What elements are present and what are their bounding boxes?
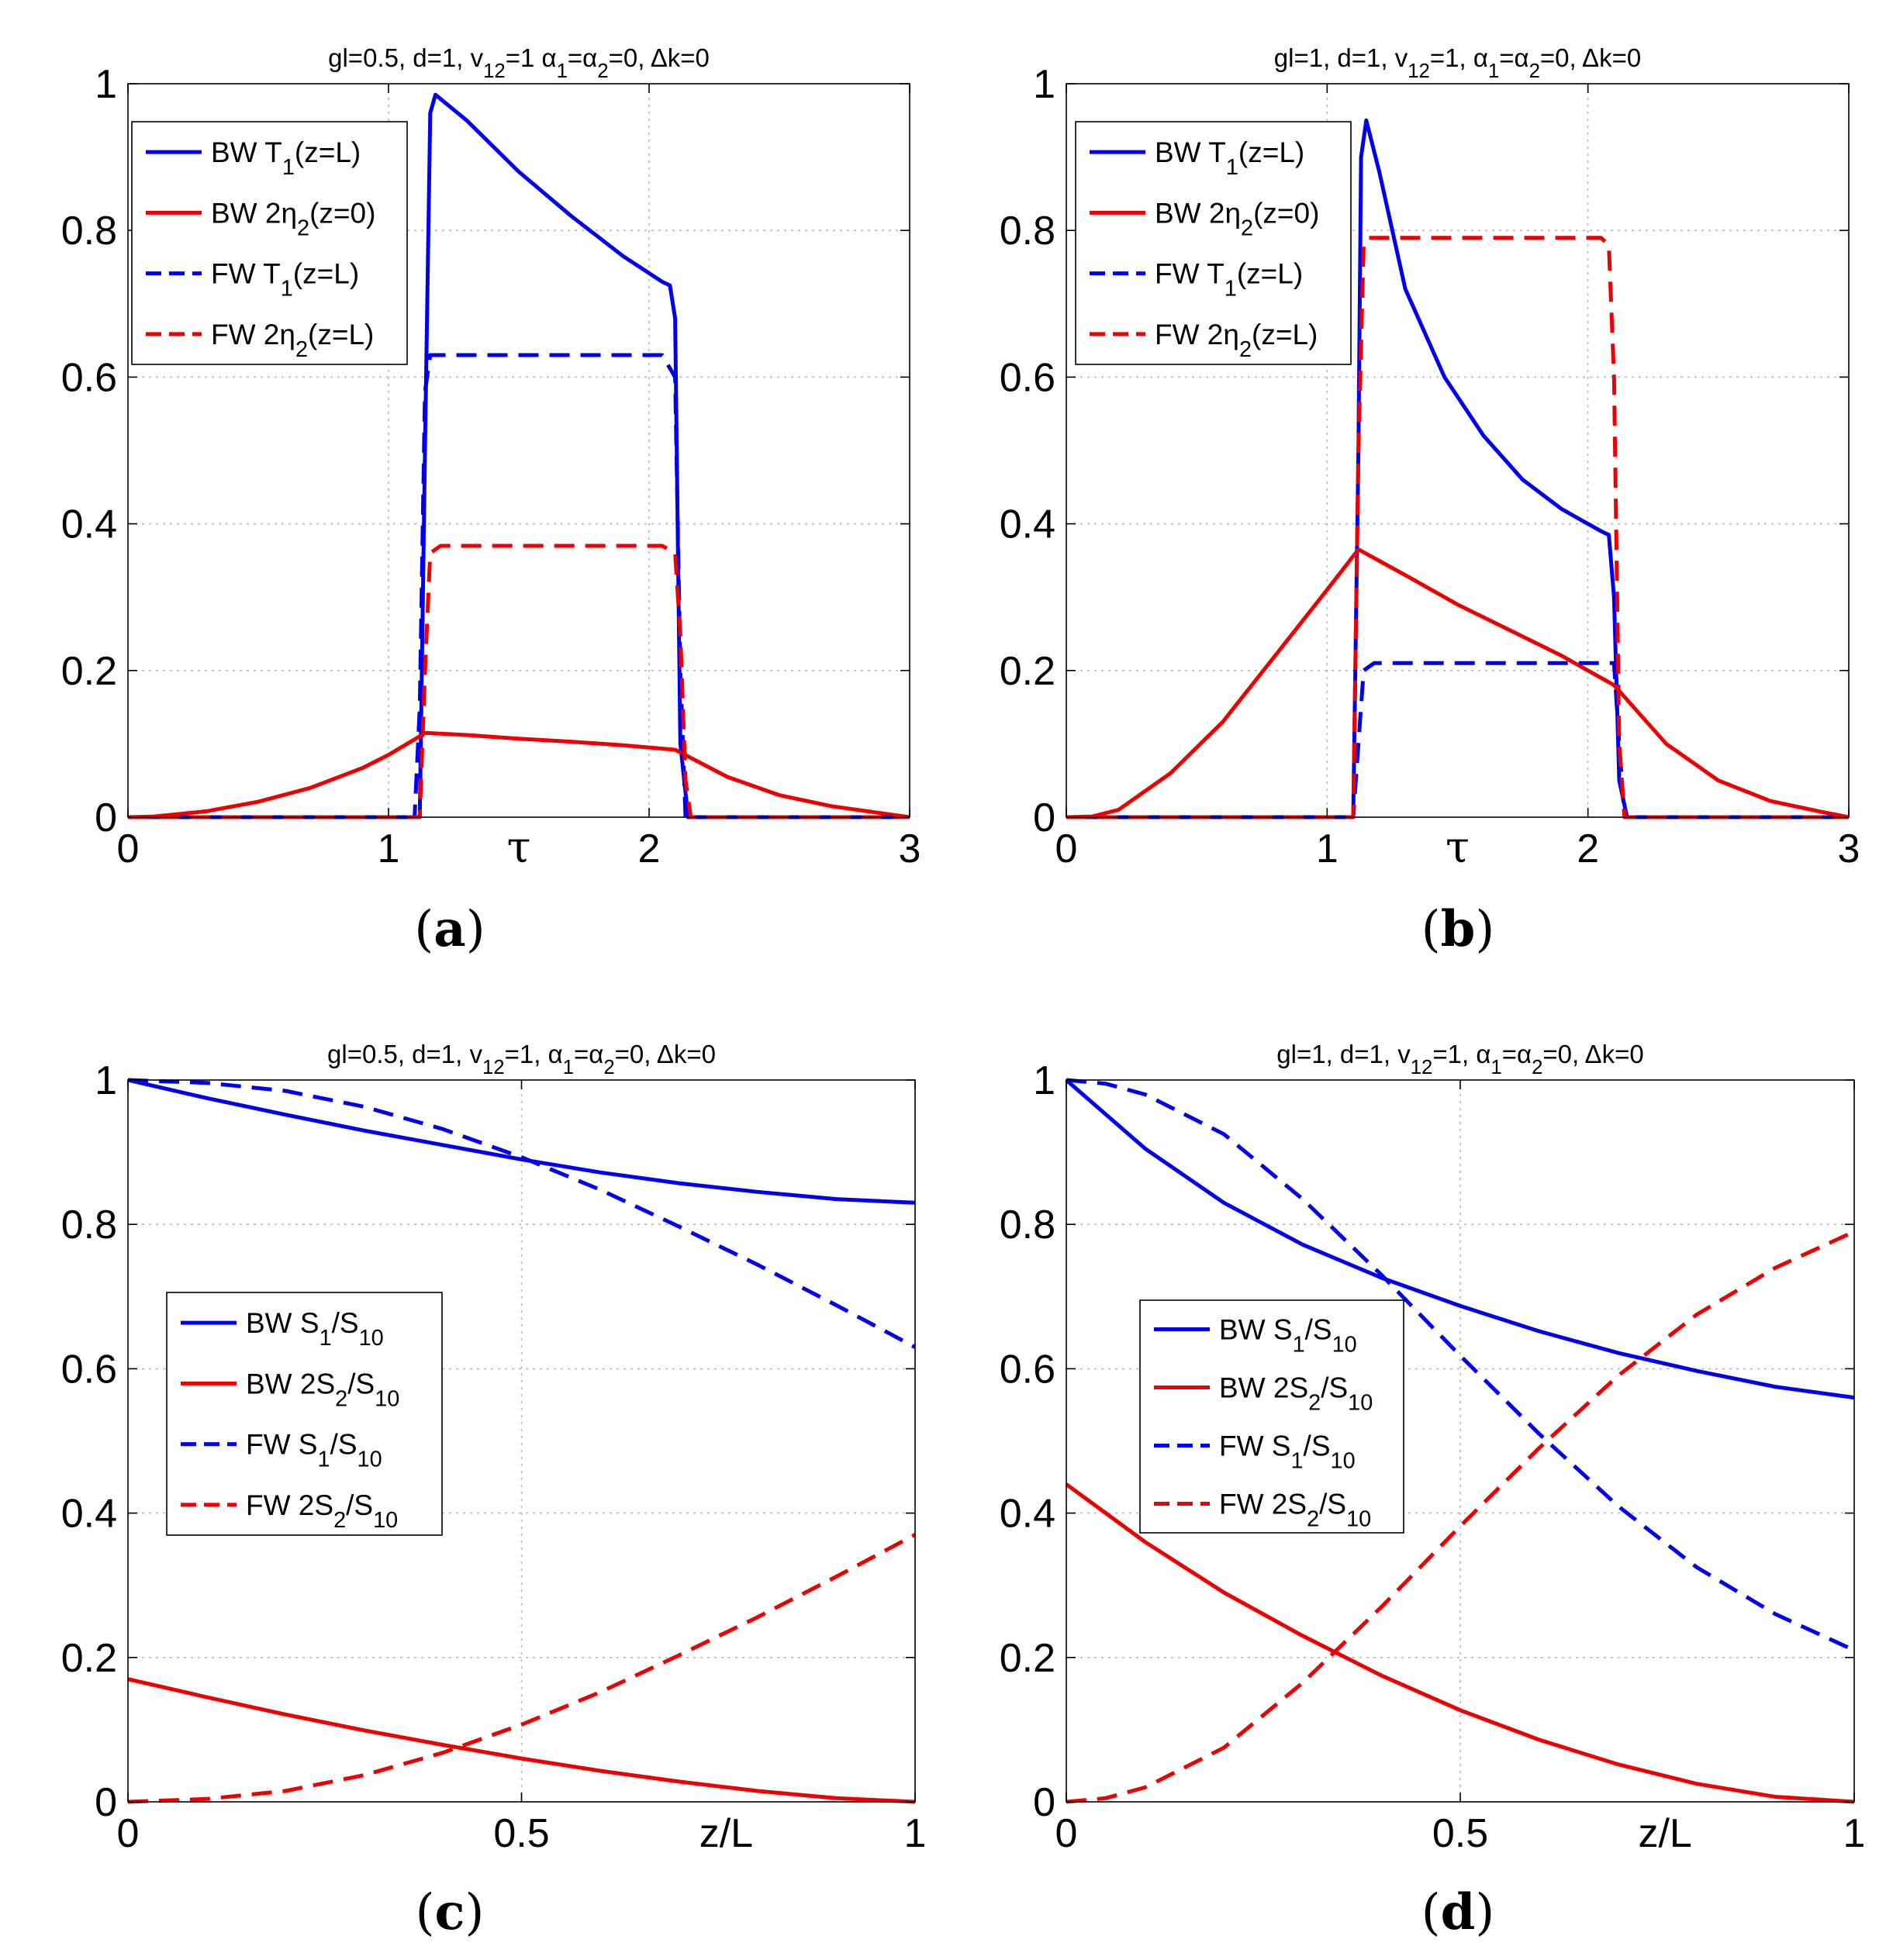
y-tick-label: 0.2 (61, 649, 117, 694)
series-line-1 (1065, 1078, 1855, 1400)
series-line-4 (127, 1533, 917, 1804)
y-tick-label: 0.4 (61, 502, 117, 547)
x-tick-label: 1 (1316, 826, 1339, 871)
y-tick-label: 0.6 (61, 1347, 117, 1392)
x-axis-label: τ (507, 823, 531, 873)
series-line-2 (1065, 1482, 1855, 1804)
x-tick-label: 1 (1843, 1811, 1866, 1856)
legend-box (166, 1292, 443, 1536)
panel-label: (c) (416, 1883, 485, 1941)
panel-b: gl=1, d=1, v12=1, α1=α2=0, Δk=0 0 1 2 3 0 0.2 0… (1000, 43, 1860, 958)
legend-entry: FW S1/S10 (1219, 1430, 1356, 1474)
legend-entry: BW 2S2/S10 (246, 1368, 399, 1411)
legend-entry: BW T1(z=L) (1155, 136, 1304, 180)
x-tick-label: 2 (638, 826, 661, 871)
legend-entry: BW S1/S10 (1219, 1314, 1357, 1358)
x-axis-label: z/L (1638, 1811, 1691, 1856)
panel-label: (d) (1421, 1883, 1495, 1941)
legend-entry: BW 2η2(z=0) (211, 197, 375, 240)
x-tick-label: 0.5 (1432, 1811, 1488, 1856)
x-tick-label: 0 (117, 826, 140, 871)
axes-frame (127, 83, 910, 818)
y-tick-label: 0 (1033, 1780, 1055, 1825)
y-tick-label: 1 (95, 1058, 117, 1103)
legend-entry: FW 2η2(z=L) (211, 319, 374, 362)
legend-box (131, 121, 408, 365)
y-tick-label: 0.6 (61, 355, 117, 400)
panel-label: (a) (414, 900, 485, 958)
legend-entry: BW T1(z=L) (211, 136, 361, 180)
y-tick-label: 0.2 (1000, 1636, 1055, 1681)
x-tick-label: 1 (378, 826, 400, 871)
legend: BW S1/S10 BW 2S2/S10 FW S1/S10 FW 2S2/S10 (1139, 1299, 1404, 1534)
x-tick-label: 0 (117, 1811, 140, 1856)
legend-entry: FW S1/S10 (246, 1429, 382, 1472)
y-tick-label: 0 (95, 795, 117, 840)
y-tick-label: 0.8 (1000, 1203, 1055, 1247)
y-tick-label: 1 (1033, 62, 1055, 107)
y-tick-label: 0.4 (1000, 502, 1055, 547)
x-axis-label: τ (1446, 823, 1470, 873)
y-tick-label: 0.2 (1000, 649, 1055, 694)
y-tick-label: 0.4 (61, 1492, 117, 1537)
series-line-2 (1066, 547, 1850, 820)
x-tick-label: 0 (1055, 826, 1078, 871)
y-tick-label: 0.8 (61, 209, 117, 254)
series-line-4 (1066, 236, 1849, 820)
x-axis-label: z/L (699, 1811, 753, 1856)
series-line-4 (128, 543, 910, 820)
series-line-2 (127, 730, 910, 820)
panel-c: gl=0.5, d=1, v12=1, α1=α2=0, Δk=0 0 0.5 1 0 0… (61, 1040, 927, 1941)
y-tick-label: 0.8 (1000, 209, 1055, 254)
y-tick-label: 0.6 (1000, 355, 1055, 400)
y-tick-label: 0.2 (61, 1636, 117, 1681)
x-tick-label: 3 (1838, 826, 1860, 871)
legend-box (1139, 1299, 1404, 1534)
y-tick-label: 0 (1033, 795, 1055, 840)
x-tick-label: 2 (1577, 826, 1599, 871)
x-tick-label: 1 (904, 1811, 927, 1856)
chart-title: gl=0.5, d=1, v12=1 α1=α2=0, Δk=0 (328, 43, 710, 82)
legend-box (1075, 121, 1352, 365)
chart-title: gl=1, d=1, v12=1, α1=α2=0, Δk=0 (1274, 43, 1641, 82)
y-tick-label: 1 (95, 62, 117, 107)
y-tick-label: 0.4 (1000, 1492, 1055, 1537)
legend-entry: FW T1(z=L) (211, 258, 359, 302)
legend-entry: BW 2S2/S10 (1219, 1372, 1373, 1416)
legend-entry: FW 2S2/S10 (1219, 1489, 1371, 1532)
axes-frame (1066, 83, 1850, 818)
panel-d: gl=1, d=1, v12=1, α1=α2=0, Δk=0 0 0.5 1 0 0.2… (1000, 1040, 1866, 1941)
series-line-3 (1066, 661, 1849, 820)
legend-entry: FW T1(z=L) (1155, 258, 1303, 302)
series-line-2 (127, 1677, 916, 1804)
y-tick-label: 0 (95, 1780, 117, 1825)
chart-title: gl=0.5, d=1, v12=1, α1=α2=0, Δk=0 (327, 1040, 716, 1078)
series-line-1 (127, 1078, 916, 1205)
series-line-3 (1066, 1078, 1856, 1652)
legend-entry: FW 2η2(z=L) (1155, 319, 1318, 362)
panel-a: gl=0.5, d=1, v12=1 α1=α2=0, Δk=0 0 1 2 3 0 0.2… (61, 43, 921, 958)
series-line-3 (127, 1078, 917, 1349)
legend: BW T1(z=L) BW 2η2(z=0) FW T1(z=L) FW 2η2(z=… (1075, 121, 1352, 365)
chart-title: gl=1, d=1, v12=1, α1=α2=0, Δk=0 (1276, 1040, 1643, 1078)
panel-label: (b) (1421, 900, 1495, 958)
series-line-4 (1066, 1230, 1856, 1804)
legend: BW T1(z=L) BW 2η2(z=0) FW T1(z=L) FW 2η2(z=… (131, 121, 408, 365)
x-tick-label: 3 (899, 826, 921, 871)
x-tick-label: 0.5 (493, 1811, 549, 1856)
legend-entry: BW 2η2(z=0) (1155, 197, 1319, 240)
legend-entry: BW S1/S10 (246, 1307, 384, 1351)
legend: BW S1/S10 BW 2S2/S10 FW S1/S10 FW 2S2/S10 (166, 1292, 443, 1536)
x-tick-label: 0 (1055, 1811, 1078, 1856)
series-line-1 (1066, 118, 1849, 820)
y-tick-label: 0.8 (61, 1203, 117, 1247)
y-tick-label: 1 (1033, 1058, 1055, 1103)
y-tick-label: 0.6 (1000, 1347, 1055, 1392)
legend-entry: FW 2S2/S10 (246, 1489, 398, 1533)
